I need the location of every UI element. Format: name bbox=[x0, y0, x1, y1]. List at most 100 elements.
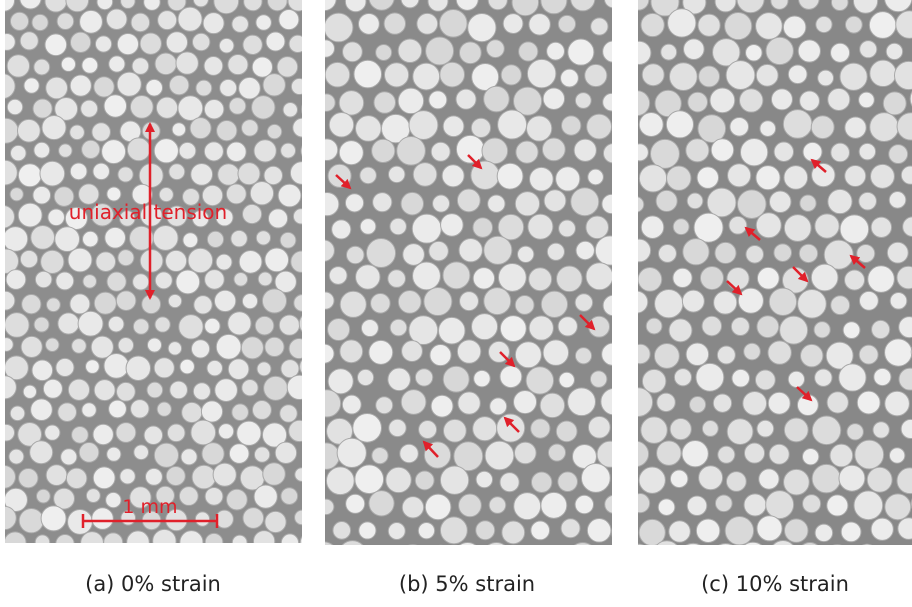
particle bbox=[92, 508, 114, 530]
particle bbox=[291, 78, 307, 94]
particle bbox=[711, 139, 734, 162]
particle bbox=[674, 369, 691, 386]
particle bbox=[118, 167, 133, 182]
particle bbox=[290, 553, 310, 573]
particle bbox=[303, 443, 323, 463]
particle bbox=[106, 492, 121, 507]
particle bbox=[256, 231, 270, 245]
particle bbox=[339, 91, 364, 116]
particle bbox=[474, 370, 491, 387]
particle bbox=[107, 187, 121, 201]
particle bbox=[264, 166, 283, 185]
particle bbox=[41, 553, 63, 575]
particle bbox=[389, 419, 406, 436]
micrograph-b bbox=[309, 0, 641, 572]
particle bbox=[116, 291, 136, 311]
particle bbox=[205, 318, 221, 334]
particle bbox=[770, 541, 797, 568]
particle bbox=[541, 291, 567, 317]
particle bbox=[698, 14, 720, 36]
particle bbox=[459, 238, 482, 261]
particle bbox=[443, 116, 464, 137]
particle bbox=[179, 315, 203, 339]
particle bbox=[727, 267, 749, 289]
particle bbox=[815, 524, 833, 542]
particle bbox=[204, 99, 224, 119]
particle bbox=[725, 13, 752, 40]
particle bbox=[625, 91, 650, 116]
particle bbox=[264, 376, 288, 400]
particle bbox=[459, 42, 481, 64]
particle bbox=[81, 532, 104, 555]
particle bbox=[845, 165, 866, 186]
particle bbox=[757, 516, 782, 541]
particle bbox=[299, 312, 323, 336]
particle bbox=[360, 219, 376, 235]
particle bbox=[227, 142, 247, 162]
particle bbox=[94, 292, 116, 314]
particle bbox=[657, 393, 675, 411]
particle bbox=[498, 263, 526, 291]
particle bbox=[443, 366, 469, 392]
particle bbox=[413, 163, 437, 187]
particle bbox=[21, 336, 42, 357]
particle bbox=[34, 142, 50, 158]
particle bbox=[207, 231, 223, 247]
particle bbox=[529, 316, 553, 340]
particle bbox=[360, 167, 377, 184]
particle bbox=[72, 339, 87, 354]
particle bbox=[195, 558, 210, 573]
particle bbox=[325, 62, 350, 87]
particle bbox=[430, 344, 451, 365]
particle bbox=[714, 291, 737, 314]
particle bbox=[294, 295, 311, 312]
particle bbox=[345, 194, 363, 212]
particle bbox=[482, 138, 508, 164]
particle bbox=[827, 392, 848, 413]
particle bbox=[441, 214, 464, 237]
particle bbox=[82, 57, 98, 73]
particle bbox=[857, 544, 878, 565]
particle bbox=[400, 545, 426, 571]
particle bbox=[558, 15, 575, 32]
particle bbox=[10, 188, 23, 201]
particle bbox=[828, 189, 852, 213]
particle bbox=[886, 43, 902, 59]
particle bbox=[117, 382, 136, 401]
particle bbox=[815, 214, 839, 238]
particle bbox=[81, 100, 98, 117]
particle bbox=[340, 340, 363, 363]
particle bbox=[699, 66, 720, 87]
particle bbox=[281, 143, 296, 158]
particle bbox=[556, 421, 577, 442]
particle bbox=[228, 312, 251, 335]
particle bbox=[147, 338, 161, 352]
particle bbox=[256, 15, 271, 30]
particle bbox=[840, 215, 869, 244]
particle bbox=[628, 197, 644, 213]
particle bbox=[739, 89, 762, 112]
particle bbox=[628, 41, 651, 64]
particle bbox=[243, 508, 264, 529]
particle bbox=[242, 293, 257, 308]
particle bbox=[313, 443, 339, 469]
particle bbox=[172, 123, 186, 137]
particle bbox=[80, 10, 103, 33]
particle bbox=[542, 138, 565, 161]
particle bbox=[191, 163, 213, 185]
particle bbox=[590, 371, 607, 388]
particle bbox=[361, 320, 378, 337]
particle bbox=[543, 340, 569, 366]
particle bbox=[92, 550, 117, 575]
particle bbox=[766, 491, 794, 519]
particle bbox=[61, 449, 77, 465]
particle bbox=[232, 16, 249, 33]
particle bbox=[656, 190, 677, 211]
particle bbox=[219, 38, 234, 53]
particle bbox=[488, 195, 505, 212]
particle bbox=[227, 489, 248, 510]
particle bbox=[650, 139, 679, 168]
particle bbox=[746, 44, 763, 61]
particle bbox=[811, 116, 834, 139]
particle bbox=[431, 395, 453, 417]
